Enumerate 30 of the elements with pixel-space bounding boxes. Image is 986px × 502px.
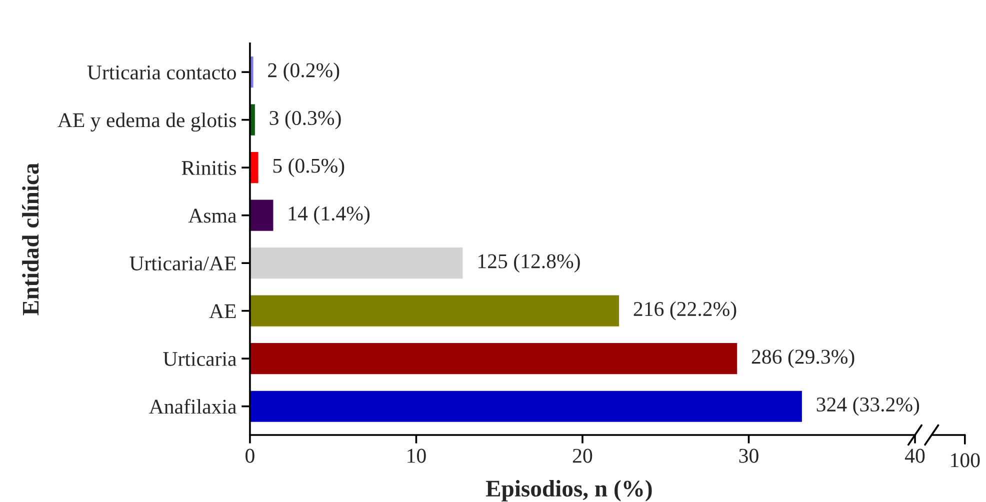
y-tick-label: Urticaria (163, 352, 236, 366)
bar (250, 295, 620, 326)
x-axis-title: Episodios, n (%) (486, 480, 652, 502)
bar (250, 248, 463, 279)
y-tick-label: Urticaria/AE (130, 256, 236, 271)
x-tick-label: 0 (246, 448, 254, 463)
data-label: 216 (22.2%) (634, 301, 736, 320)
data-label: 3 (0.3%) (270, 110, 341, 130)
y-axis-title: Entidad clínica (22, 163, 39, 316)
x-tick-label: 20 (572, 448, 592, 463)
bar (250, 200, 274, 231)
x-tick-label: 40 (905, 448, 925, 463)
y-tick-label: Asma (188, 208, 236, 223)
data-label: 2 (0.2%) (268, 62, 340, 82)
y-tick-label: Anafilaxia (149, 398, 236, 414)
data-label: 324 (33.2%) (816, 396, 920, 416)
bar (250, 390, 802, 422)
bar (250, 152, 258, 184)
x-tick-label: 30 (739, 448, 758, 463)
y-tick-label: Rinitis (182, 161, 236, 176)
data-label: 5 (0.5%) (273, 158, 344, 178)
bar (250, 343, 738, 374)
y-tick-label: AE y edema de glotis (58, 112, 236, 132)
y-tick-label: AE (209, 304, 236, 318)
data-label: 125 (12.8%) (478, 254, 580, 273)
data-label: 14 (1.4%) (288, 206, 370, 225)
x-tick-label: 10 (408, 448, 426, 463)
data-label: 286 (29.3%) (752, 349, 854, 368)
y-tick-label: Urticaria contacto (87, 66, 236, 80)
text: 100 (951, 453, 980, 468)
